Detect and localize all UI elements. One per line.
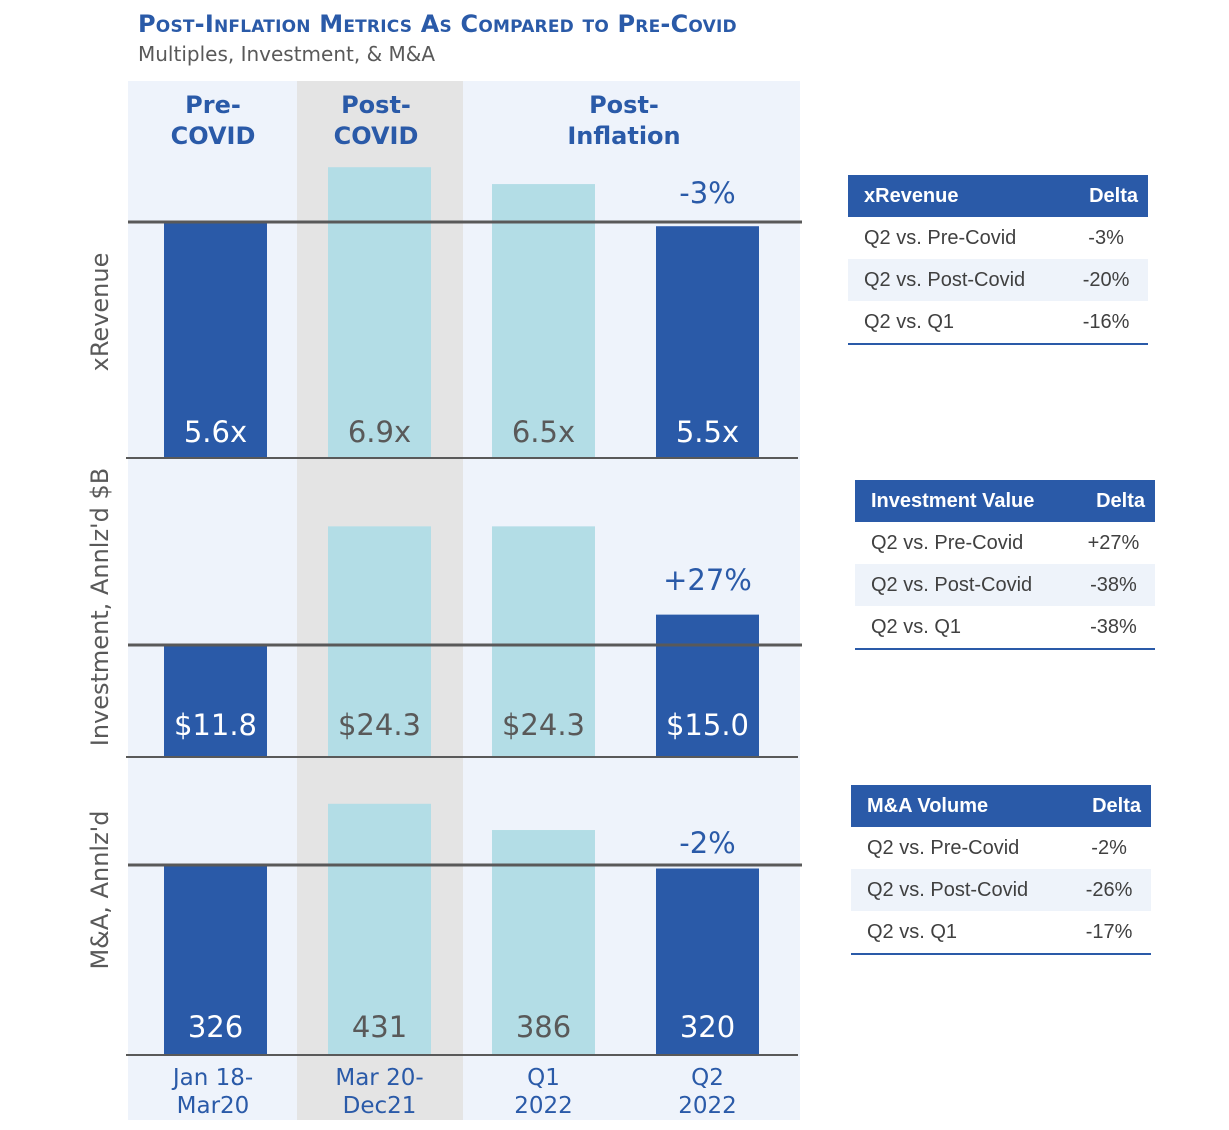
- bar-3-3: [492, 830, 595, 1055]
- row-delta: -20%: [1064, 259, 1148, 301]
- bar-value-label: 5.5x: [676, 415, 739, 449]
- bar-value-label: 431: [352, 1010, 407, 1044]
- row-delta: -38%: [1071, 606, 1155, 650]
- bar-1-2: [328, 167, 431, 458]
- chart-subtitle: Multiples, Investment, & M&A: [138, 42, 436, 66]
- period-header-line1: Post-: [341, 91, 411, 119]
- row-label: Q2 vs. Q1: [848, 301, 1065, 345]
- row-delta: -38%: [1071, 564, 1155, 606]
- bar-value-label: $24.3: [338, 708, 421, 742]
- bar-3-2: [328, 803, 431, 1055]
- table-row: Q2 vs. Post-Covid -20%: [848, 259, 1148, 301]
- row-label: Q2 vs. Q1: [855, 606, 1072, 650]
- x-tick-label-line2: 2022: [514, 1093, 573, 1119]
- bar-value-label: 6.9x: [348, 415, 411, 449]
- row-label: Q2 vs. Pre-Covid: [867, 836, 1020, 859]
- row-delta: -17%: [1067, 911, 1151, 955]
- table-row: Q2 vs. Pre-Covid -2%: [851, 827, 1151, 869]
- table-row: Q2 vs. Q1 -38%: [855, 606, 1155, 650]
- row-label: Q2 vs. Post-Covid: [851, 869, 1068, 911]
- bar-2-1: [164, 645, 267, 757]
- table-row: Q2 vs. Pre-Covid -3%: [848, 217, 1148, 259]
- period-header-line2: COVID: [334, 122, 419, 150]
- bar-1-1: [164, 222, 267, 458]
- bar-value-label: 320: [680, 1010, 735, 1044]
- row-delta: -26%: [1067, 869, 1151, 911]
- period-header-line1: Pre-: [185, 91, 241, 119]
- x-tick-label-line1: Q2: [691, 1065, 724, 1091]
- row-delta: +27%: [1087, 531, 1140, 554]
- bar-2-4: [656, 614, 759, 757]
- x-tick-label-line2: Dec21: [343, 1093, 417, 1119]
- table-row: Q2 vs. Pre-Covid +27%: [855, 522, 1155, 564]
- bar-value-label: $15.0: [666, 708, 749, 742]
- row-delta: -16%: [1064, 301, 1148, 345]
- row-label: Q2 vs. Q1: [851, 911, 1068, 955]
- row-label: Q2 vs. Post-Covid: [848, 259, 1065, 301]
- row-label: Q2 vs. Pre-Covid: [864, 226, 1017, 249]
- row-delta: -3%: [1088, 226, 1124, 249]
- row-label: Q2 vs. Pre-Covid: [871, 531, 1024, 554]
- x-tick-label-line2: 2022: [678, 1093, 737, 1119]
- table-row: Q2 vs. Post-Covid -26%: [851, 869, 1151, 911]
- delta-annotation: -3%: [679, 176, 735, 210]
- bar-1-4: [656, 226, 759, 458]
- bar-2-2: [328, 526, 431, 757]
- x-tick-label-line1: Q1: [527, 1065, 560, 1091]
- bar-value-label: $24.3: [502, 708, 585, 742]
- x-tick-label-line2: Mar20: [177, 1093, 250, 1119]
- bar-3-1: [164, 865, 267, 1055]
- bar-value-label: 386: [516, 1010, 571, 1044]
- table-header-delta: Delta: [1071, 480, 1155, 522]
- delta-annotation: +27%: [663, 563, 752, 597]
- table-header-delta: Delta: [1064, 175, 1148, 217]
- table-header-delta: Delta: [1067, 785, 1151, 827]
- row-delta: -2%: [1091, 836, 1127, 859]
- bar-1-3: [492, 184, 595, 459]
- delta-annotation: -2%: [679, 826, 735, 860]
- y-axis-label: Investment, Annlz'd $B: [86, 468, 114, 747]
- xrevenue-delta-table: xRevenue Delta Q2 vs. Pre-Covid -3% Q2 vs…: [848, 175, 1148, 345]
- investment-delta-table: Investment Value Delta Q2 vs. Pre-Covid +…: [855, 480, 1155, 650]
- bar-2-3: [492, 526, 595, 757]
- row-label: Q2 vs. Post-Covid: [855, 564, 1072, 606]
- table-header-label: xRevenue: [848, 175, 1065, 217]
- table-header-label: Investment Value: [855, 480, 1072, 522]
- y-axis-label: M&A, Annlz'd: [86, 810, 114, 969]
- y-axis-label: xRevenue: [86, 253, 114, 372]
- period-header-line2: COVID: [171, 122, 256, 150]
- ma-delta-table: M&A Volume Delta Q2 vs. Pre-Covid -2% Q2 …: [851, 785, 1151, 955]
- table-row: Q2 vs. Post-Covid -38%: [855, 564, 1155, 606]
- bar-value-label: 6.5x: [512, 415, 575, 449]
- table-row: Q2 vs. Q1 -16%: [848, 301, 1148, 345]
- bar-3-4: [656, 868, 759, 1055]
- x-tick-label-line1: Mar 20-: [335, 1065, 423, 1091]
- table-row: Q2 vs. Q1 -17%: [851, 911, 1151, 955]
- bar-value-label: 326: [188, 1010, 243, 1044]
- chart-title: Post-Inflation Metrics As Compared to Pr…: [138, 10, 737, 38]
- x-tick-label-line1: Jan 18-: [171, 1065, 253, 1091]
- bar-value-label: 5.6x: [184, 415, 247, 449]
- table-header-label: M&A Volume: [851, 785, 1068, 827]
- period-header-line2: Inflation: [567, 122, 680, 150]
- bar-value-label: $11.8: [174, 708, 257, 742]
- period-header-line1: Post-: [589, 91, 659, 119]
